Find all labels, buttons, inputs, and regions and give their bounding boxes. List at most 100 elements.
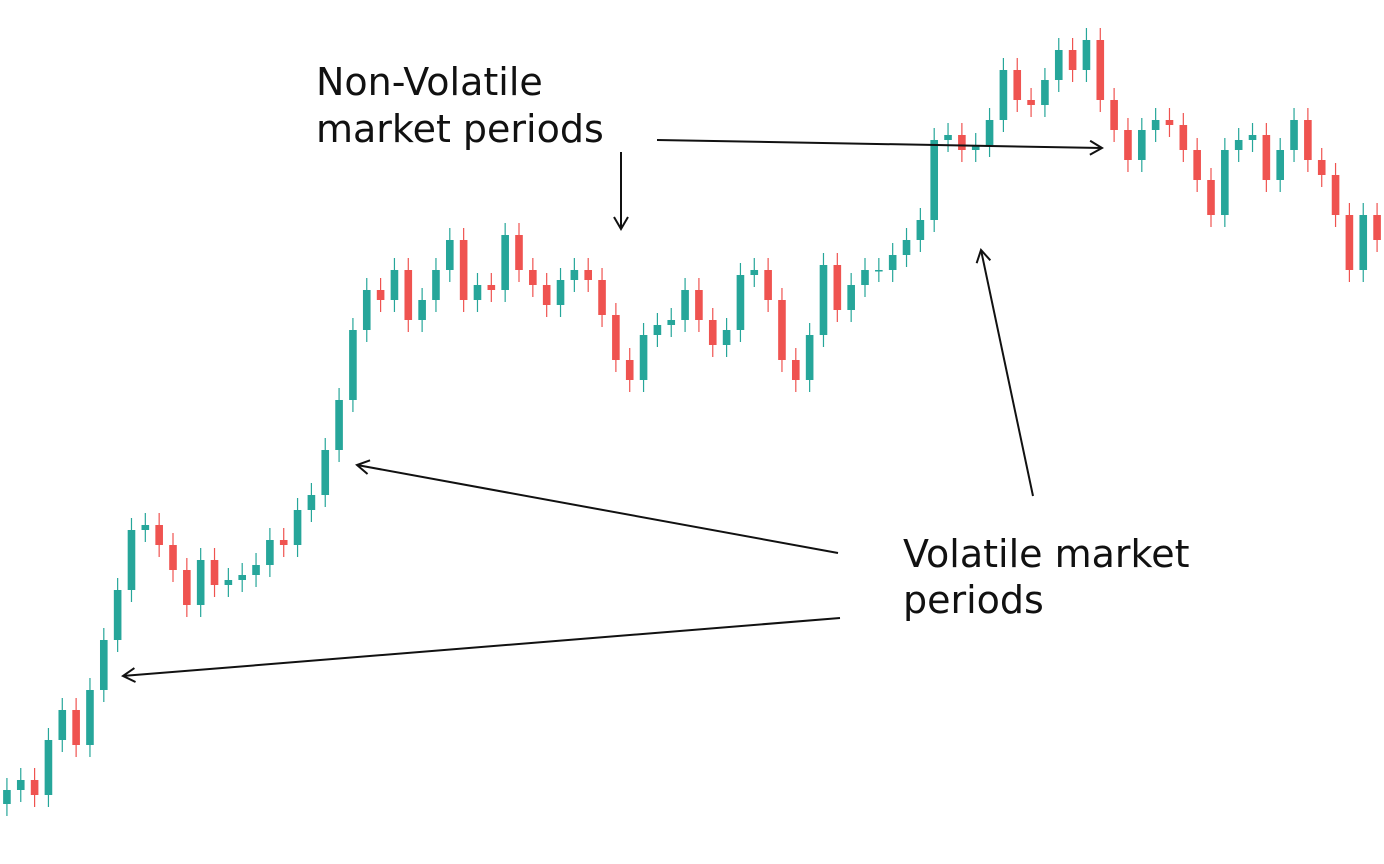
candle-body bbox=[819, 265, 828, 335]
candle-body bbox=[349, 330, 357, 400]
candle-body bbox=[833, 265, 842, 310]
candle-body bbox=[196, 560, 205, 605]
candle-body bbox=[127, 530, 136, 590]
candle-body bbox=[155, 525, 163, 545]
candle-body bbox=[58, 710, 67, 740]
candle-body bbox=[1359, 215, 1368, 270]
candle-body bbox=[542, 285, 551, 305]
candle-body bbox=[1151, 120, 1160, 130]
candle-body bbox=[44, 740, 53, 795]
candle-body bbox=[958, 135, 966, 150]
candle-body bbox=[515, 235, 523, 270]
candle-body bbox=[570, 270, 579, 280]
candle-body bbox=[141, 525, 150, 530]
candle-body bbox=[1137, 130, 1146, 160]
candle-body bbox=[875, 270, 883, 272]
candle-body bbox=[556, 280, 565, 305]
candle-body bbox=[985, 120, 994, 145]
candle-body bbox=[210, 560, 219, 585]
candle-body bbox=[252, 565, 260, 575]
candle-body bbox=[376, 290, 385, 300]
candle-body bbox=[681, 290, 689, 320]
candle-body bbox=[99, 640, 108, 690]
candle-body bbox=[86, 690, 94, 745]
arrow bbox=[355, 459, 839, 554]
arrow bbox=[121, 617, 841, 683]
candle-body bbox=[625, 360, 634, 380]
candle-body bbox=[1290, 120, 1298, 150]
candle-body bbox=[944, 135, 952, 140]
candle-body bbox=[321, 450, 330, 495]
candle-body bbox=[1317, 160, 1326, 175]
candle-body bbox=[999, 70, 1008, 120]
candle-body bbox=[1124, 130, 1132, 160]
annotation-text: periods bbox=[903, 578, 1044, 622]
candle-body bbox=[432, 270, 440, 300]
candle-body bbox=[1054, 50, 1063, 80]
candle-body bbox=[1082, 40, 1091, 70]
candle-body bbox=[722, 330, 731, 345]
candle-body bbox=[1304, 120, 1312, 160]
candle-body bbox=[529, 270, 537, 285]
candle-body bbox=[1179, 125, 1188, 150]
candle-body bbox=[279, 540, 288, 545]
candle-body bbox=[778, 300, 786, 360]
candle-body bbox=[584, 270, 593, 280]
candle-body bbox=[1193, 150, 1201, 180]
candle-body bbox=[3, 790, 11, 804]
candle-body bbox=[1345, 215, 1354, 270]
candle-body bbox=[266, 540, 274, 565]
candle-body bbox=[930, 140, 939, 220]
candle-body bbox=[224, 580, 233, 585]
candle-body bbox=[667, 320, 676, 325]
candle-body bbox=[612, 315, 620, 360]
candle-body bbox=[861, 270, 869, 285]
candle-body bbox=[418, 300, 426, 320]
candle-body bbox=[113, 590, 122, 640]
arrow bbox=[656, 139, 1104, 156]
candle-body bbox=[501, 235, 509, 290]
candle-body bbox=[1027, 100, 1035, 105]
candle-body bbox=[487, 285, 496, 290]
candle-body bbox=[1110, 100, 1118, 130]
candle-body bbox=[916, 220, 925, 240]
candle-body bbox=[459, 240, 468, 300]
candle-body bbox=[473, 285, 482, 300]
candle-body bbox=[404, 270, 413, 320]
candle-body bbox=[293, 510, 302, 545]
candle-body bbox=[1096, 40, 1105, 100]
candle-body bbox=[1276, 150, 1285, 180]
candle-body bbox=[791, 360, 800, 380]
candle-body bbox=[888, 255, 897, 270]
candle-body bbox=[335, 400, 343, 450]
candles bbox=[3, 28, 1381, 816]
annotations: Non-Volatile market periods Volatile mar… bbox=[121, 60, 1189, 683]
candle-body bbox=[1207, 180, 1215, 215]
candle-body bbox=[1165, 120, 1174, 125]
candle-body bbox=[1068, 50, 1077, 70]
candle-body bbox=[1221, 150, 1229, 215]
annotation-text: market periods bbox=[316, 107, 604, 151]
candle-body bbox=[1013, 70, 1022, 100]
candle-body bbox=[72, 710, 80, 745]
annotation-text: Non-Volatile bbox=[316, 60, 543, 104]
candle-body bbox=[307, 495, 316, 510]
candle-body bbox=[445, 240, 454, 270]
candle-body bbox=[1262, 135, 1271, 180]
candle-body bbox=[390, 270, 399, 300]
candle-body bbox=[805, 335, 814, 380]
candle-body bbox=[598, 280, 606, 315]
annotation-text: Volatile market bbox=[903, 532, 1189, 576]
candle-body bbox=[902, 240, 911, 255]
candle-body bbox=[1041, 80, 1049, 105]
candle-body bbox=[1373, 215, 1381, 240]
candle-body bbox=[238, 575, 247, 580]
candle-body bbox=[736, 275, 745, 330]
candle-body bbox=[639, 335, 648, 380]
candle-body bbox=[1331, 175, 1340, 215]
candle-body bbox=[847, 285, 855, 310]
candle-body bbox=[362, 290, 371, 330]
candle-body bbox=[1248, 135, 1257, 140]
